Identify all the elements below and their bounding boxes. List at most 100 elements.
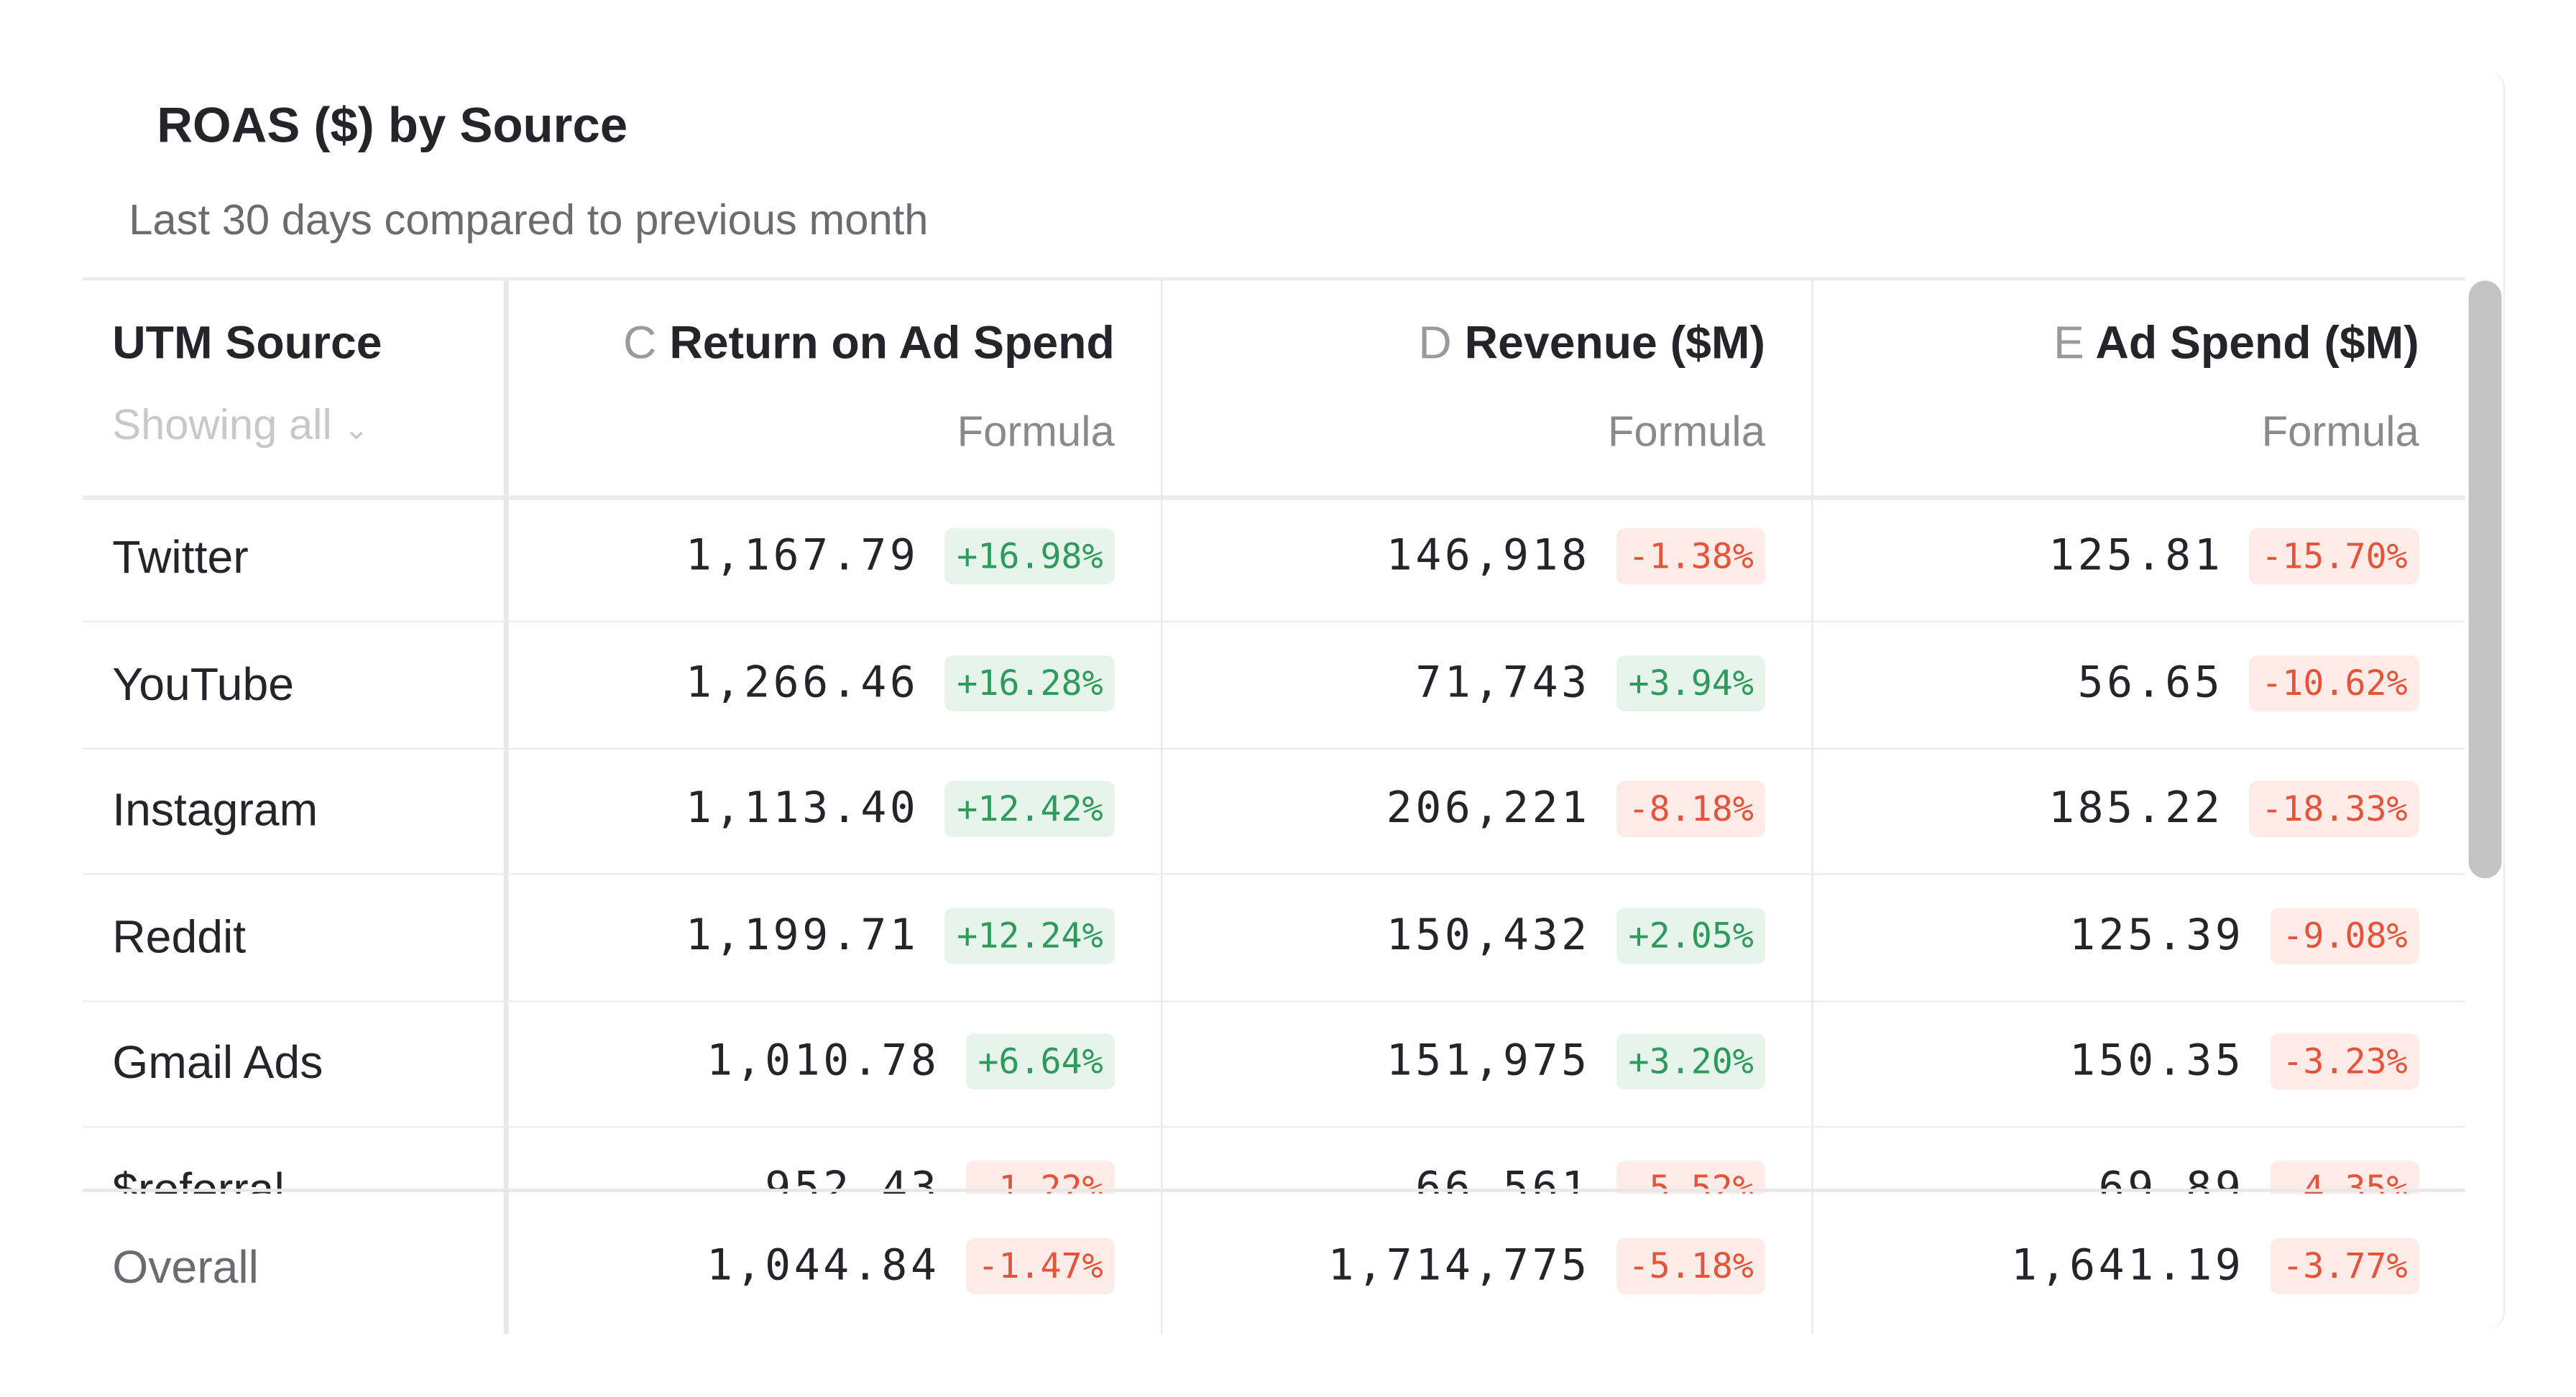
change-badge: -9.08% xyxy=(2271,908,2419,964)
value: 1,167.79 xyxy=(685,531,919,581)
source-cell: Twitter xyxy=(83,495,509,621)
source-cell: $referral xyxy=(83,1128,509,1194)
value-cell: 1,044.84 -1.47% xyxy=(509,1191,1163,1334)
source-name: Reddit xyxy=(112,910,247,962)
value: 150,432 xyxy=(1386,910,1591,961)
change-badge: -10.62% xyxy=(2250,655,2419,711)
data-table: UTM Source Showing all ⌄ C Return on Ad … xyxy=(82,277,2466,1194)
change-badge: +12.42% xyxy=(945,781,1115,838)
change-badge: -5.18% xyxy=(1616,1238,1765,1295)
source-name: Instagram xyxy=(112,784,318,836)
chevron-down-icon: ⌄ xyxy=(344,412,369,446)
source-cell: Instagram xyxy=(83,748,509,874)
value: 71,743 xyxy=(1415,658,1591,708)
source-cell: Gmail Ads xyxy=(83,1001,509,1127)
value: 1,266.46 xyxy=(685,658,919,708)
value: 1,044.84 xyxy=(707,1241,940,1291)
table-header: UTM Source Showing all ⌄ C Return on Ad … xyxy=(82,280,2466,501)
column-label: Revenue ($M) xyxy=(1464,317,1765,369)
source-cell: Reddit xyxy=(83,875,509,1000)
source-name: Gmail Ads xyxy=(112,1037,323,1089)
column-type: Formula xyxy=(957,406,1115,456)
change-badge: -18.33% xyxy=(2250,781,2419,838)
value: 1,199.71 xyxy=(685,910,919,961)
change-badge: -3.23% xyxy=(2271,1034,2419,1091)
column-letter: D xyxy=(1418,317,1452,369)
column-label: Ad Spend ($M) xyxy=(2095,317,2419,369)
column-letter: C xyxy=(622,317,657,369)
roas-card xyxy=(83,69,2506,1331)
source-name: YouTube xyxy=(112,658,295,709)
value-cell: 150,432 +2.05% xyxy=(1162,875,1813,1000)
value: 125.81 xyxy=(2048,531,2224,581)
change-badge: -1.47% xyxy=(966,1238,1115,1295)
value-cell: 1,199.71 +12.24% xyxy=(509,875,1163,1000)
column-type: Formula xyxy=(2261,406,2419,456)
value: 125.39 xyxy=(2069,910,2245,961)
value-cell: 952.43 -1.22% xyxy=(509,1128,1163,1194)
card-subtitle: Last 30 days compared to previous month xyxy=(129,195,929,245)
value: 146,918 xyxy=(1386,531,1591,581)
table-row[interactable]: Reddit 1,199.71 +12.24% 150,432 +2.05% 125.39… xyxy=(82,875,2466,1002)
table-row[interactable]: Twitter 1,167.79 +16.98% 146,918 -1.38% 125.8… xyxy=(82,495,2466,623)
value-cell: 125.39 -9.08% xyxy=(1813,875,2465,1000)
change-badge: +16.28% xyxy=(945,655,1115,711)
header-revenue[interactable]: D Revenue ($M) Formula xyxy=(1162,280,1813,496)
value: 952.43 xyxy=(765,1163,940,1194)
header-roas[interactable]: C Return on Ad Spend Formula xyxy=(509,280,1163,496)
change-badge: -1.38% xyxy=(1616,528,1765,585)
value-cell: 66,561 -5.52% xyxy=(1162,1128,1813,1194)
source-cell: Overall xyxy=(83,1191,509,1334)
value: 56.65 xyxy=(2077,658,2224,708)
value-cell: 151,975 +3.20% xyxy=(1162,1001,1813,1127)
card-title: ROAS ($) by Source xyxy=(157,98,628,154)
table-row[interactable]: YouTube 1,266.46 +16.28% 71,743 +3.94% 56.65-… xyxy=(82,622,2466,750)
change-badge: +2.05% xyxy=(1616,908,1765,964)
column-letter: E xyxy=(2053,317,2084,369)
value-cell: 1,113.40 +12.42% xyxy=(509,748,1163,874)
change-badge: -3.77% xyxy=(2271,1238,2419,1295)
change-badge: +6.64% xyxy=(966,1034,1115,1091)
change-badge: -15.70% xyxy=(2250,528,2419,585)
overall-row: Overall 1,044.84 -1.47% 1,714,775 -5.18% 1,64… xyxy=(82,1189,2466,1334)
value-cell: 150.35 -3.23% xyxy=(1813,1001,2465,1127)
value: 1,714,775 xyxy=(1328,1241,1591,1291)
value-cell: 1,641.19 -3.77% xyxy=(1813,1192,2465,1334)
value-cell: 185.22 -18.33% xyxy=(1813,748,2465,874)
change-badge: +12.24% xyxy=(945,908,1115,964)
table-row[interactable]: Instagram 1,113.40 +12.42% 206,221 -8.18% 185… xyxy=(82,748,2466,876)
change-badge: +3.94% xyxy=(1616,655,1765,711)
value-cell: 125.81 -15.70% xyxy=(1813,495,2465,621)
value-cell: 56.65 -10.62% xyxy=(1813,622,2465,747)
header-ad-spend[interactable]: E Ad Spend ($M) Formula xyxy=(1813,281,2465,496)
filter-label: Showing all xyxy=(112,399,332,449)
scrollbar[interactable] xyxy=(2468,280,2502,879)
change-badge: -8.18% xyxy=(1616,781,1765,838)
header-utm-source: UTM Source Showing all ⌄ xyxy=(83,280,509,496)
value-cell: 206,221 -8.18% xyxy=(1162,748,1813,874)
value-cell: 1,010.78 +6.64% xyxy=(509,1001,1163,1127)
value-cell: 146,918 -1.38% xyxy=(1162,495,1813,621)
filter-dropdown[interactable]: Showing all ⌄ xyxy=(112,400,369,451)
table-row[interactable]: $referral 952.43 -1.22% 66,561 -5.52% 69.89 -4… xyxy=(83,1128,2465,1194)
value-cell: 69.89 -4.35% xyxy=(1813,1128,2465,1194)
utm-source-label: UTM Source xyxy=(112,317,382,369)
value-cell: 1,167.79 +16.98% xyxy=(509,495,1163,621)
value: 1,010.78 xyxy=(707,1037,940,1087)
table-row[interactable]: Gmail Ads 1,010.78 +6.64% 151,975 +3.20% 150.… xyxy=(82,1001,2466,1129)
change-badge: +3.20% xyxy=(1616,1034,1765,1091)
source-name: Twitter xyxy=(112,531,249,583)
value: 206,221 xyxy=(1386,784,1591,834)
change-badge: +16.98% xyxy=(945,528,1115,585)
source-name: Overall xyxy=(112,1241,259,1293)
value: 151,975 xyxy=(1386,1037,1591,1087)
value-cell: 1,266.46 +16.28% xyxy=(509,622,1163,747)
value: 150.35 xyxy=(2069,1037,2245,1087)
value: 69.89 xyxy=(2098,1163,2245,1194)
value: 1,113.40 xyxy=(685,784,919,834)
source-cell: YouTube xyxy=(83,622,509,747)
column-label: Return on Ad Spend xyxy=(669,317,1115,369)
value-cell: 1,714,775 -5.18% xyxy=(1162,1191,1813,1334)
value: 66,561 xyxy=(1415,1163,1591,1194)
value: 1,641.19 xyxy=(2011,1241,2245,1291)
